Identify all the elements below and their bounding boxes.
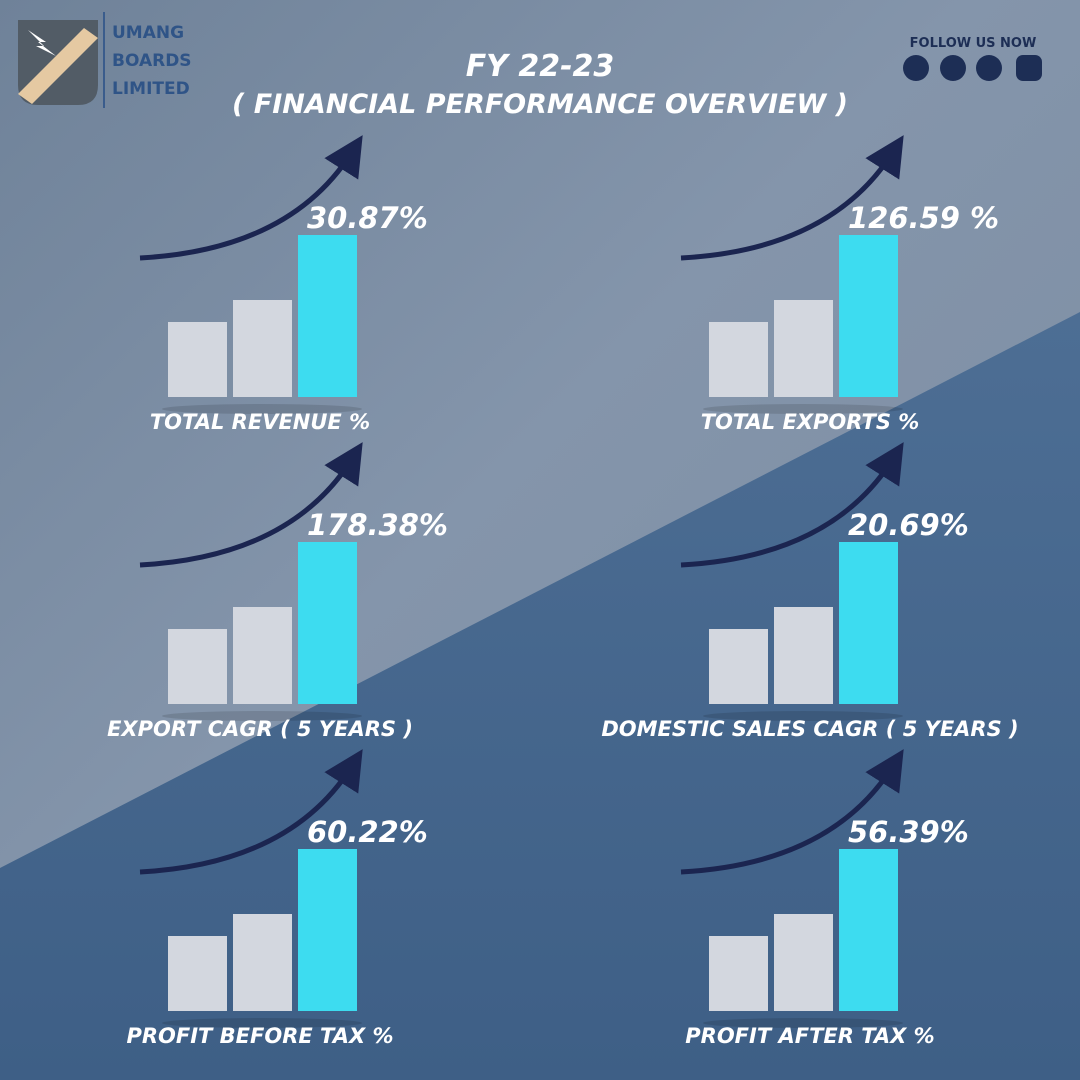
panels: 30.87% TOTAL REVENUE % 126.59 % TOTAL EXPOR…	[107, 135, 1019, 1048]
trend-arrow	[139, 442, 363, 568]
panel-value: 60.22%	[307, 815, 428, 849]
instagram-icon[interactable]	[1016, 55, 1042, 81]
logo-text: LIMITED	[112, 79, 190, 99]
panel-value: 56.39%	[848, 815, 969, 849]
facebook-icon[interactable]	[903, 55, 929, 81]
twitter-icon[interactable]	[976, 55, 1002, 81]
bar-icon	[168, 936, 227, 1011]
bar-icon	[168, 322, 227, 397]
bar-icon	[709, 629, 768, 704]
trend-arrow	[139, 749, 363, 875]
panel-value: 126.59 %	[848, 201, 999, 235]
trend-arrow	[680, 442, 904, 568]
bar-icon	[233, 300, 292, 397]
bar-icon	[298, 235, 357, 397]
panel-value: 20.69%	[848, 508, 969, 542]
trend-arrow	[139, 135, 363, 261]
social-label: FOLLOW US NOW	[910, 36, 1037, 51]
bar-icon	[774, 300, 833, 397]
bar-icon	[839, 235, 898, 397]
trend-arrow	[680, 135, 904, 261]
linkedin-icon[interactable]	[940, 55, 966, 81]
bar-icon	[298, 849, 357, 1011]
bar-shadow	[162, 404, 362, 414]
logo-text: UMANG	[112, 23, 184, 43]
trend-arrow	[680, 749, 904, 875]
logo-text: BOARDS	[112, 51, 192, 71]
bar-icon	[233, 914, 292, 1011]
bar-shadow	[703, 404, 903, 414]
panel-value: 30.87%	[307, 201, 428, 235]
bar-icon	[774, 607, 833, 704]
logo-bolt	[28, 30, 56, 56]
background-diagonal	[0, 312, 1080, 1080]
bar-shadow	[703, 711, 903, 721]
bar-icon	[709, 322, 768, 397]
bar-icon	[839, 542, 898, 704]
bar-icon	[709, 936, 768, 1011]
bar-shadow	[703, 1018, 903, 1028]
panel-label: TOTAL EXPORTS %	[701, 410, 920, 434]
panel-label: PROFIT AFTER TAX %	[685, 1024, 934, 1048]
bar-icon	[774, 914, 833, 1011]
panel-label: EXPORT CAGR ( 5 YEARS )	[107, 717, 413, 741]
bar-icon	[839, 849, 898, 1011]
bar-shadow	[162, 1018, 362, 1028]
bar-icon	[298, 542, 357, 704]
panel-label: PROFIT BEFORE TAX %	[126, 1024, 393, 1048]
social-icons	[903, 55, 1042, 81]
logo-stripe	[18, 28, 98, 104]
logo: UMANG BOARDS LIMITED	[18, 12, 192, 108]
bar-icon	[233, 607, 292, 704]
panel-label: TOTAL REVENUE %	[150, 410, 370, 434]
panel-label: DOMESTIC SALES CAGR ( 5 YEARS )	[601, 717, 1018, 741]
subtitle: ( FINANCIAL PERFORMANCE OVERVIEW )	[232, 89, 848, 120]
bar-shadow	[162, 711, 362, 721]
bar-icon	[168, 629, 227, 704]
title: FY 22-23	[466, 49, 615, 84]
panel-value: 178.38%	[307, 508, 448, 542]
